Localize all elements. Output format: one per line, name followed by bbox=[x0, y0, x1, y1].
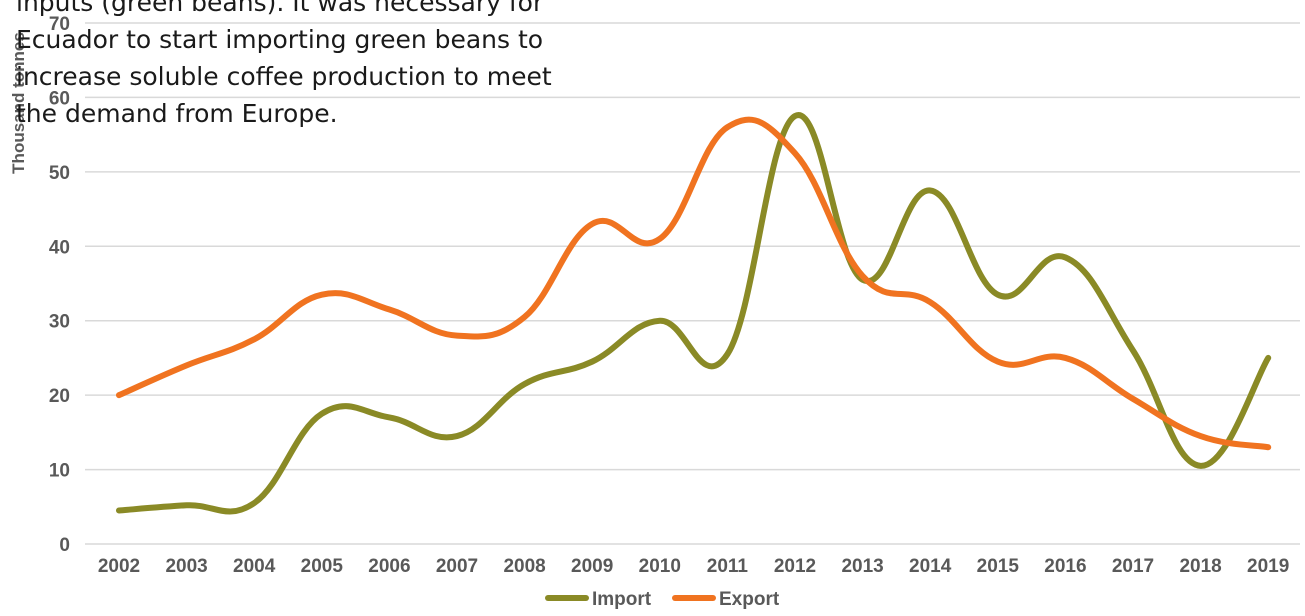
legend: Import Export bbox=[545, 589, 780, 610]
x-tick-label: 2008 bbox=[503, 556, 545, 577]
x-tick-label: 2003 bbox=[165, 556, 207, 577]
series-lines bbox=[116, 112, 1272, 515]
legend-label-export: Export bbox=[719, 589, 780, 610]
x-tick-label: 2018 bbox=[1179, 556, 1221, 577]
series-line-import bbox=[116, 112, 1272, 515]
y-tick-label: 10 bbox=[49, 461, 70, 482]
x-tick-label: 2002 bbox=[98, 556, 140, 577]
x-tick-label: 2017 bbox=[1112, 556, 1154, 577]
x-tick-label: 2004 bbox=[233, 556, 276, 577]
x-tick-label: 2012 bbox=[774, 556, 816, 577]
x-tick-label: 2011 bbox=[707, 556, 749, 577]
y-axis-label: Thousand tonnes bbox=[9, 32, 28, 174]
y-tick-label: 30 bbox=[49, 312, 70, 333]
y-tick-label: 50 bbox=[49, 163, 70, 184]
y-tick-label: 0 bbox=[59, 535, 70, 556]
x-tick-label: 2016 bbox=[1044, 556, 1086, 577]
paragraph-line: inputs (green beans). It was necessary f… bbox=[16, 0, 544, 17]
y-tick-label: 40 bbox=[49, 237, 70, 258]
x-tick-label: 2019 bbox=[1247, 556, 1289, 577]
gridlines bbox=[85, 22, 1300, 545]
y-axis-ticks: 0 10 20 30 40 50 60 70 bbox=[49, 14, 70, 556]
x-tick-label: 2010 bbox=[639, 556, 681, 577]
legend-label-import: Import bbox=[592, 589, 652, 610]
body-paragraph: inputs (green beans). It was necessary f… bbox=[16, 0, 656, 132]
x-tick-label: 2014 bbox=[909, 556, 952, 577]
paragraph-line: Ecuador to start importing green beans t… bbox=[16, 25, 544, 54]
x-tick-label: 2009 bbox=[571, 556, 613, 577]
series-line-export bbox=[116, 116, 1272, 451]
x-tick-label: 2013 bbox=[841, 556, 883, 577]
paragraph-line: increase soluble coffee production to me… bbox=[16, 62, 552, 91]
y-tick-label: 20 bbox=[49, 386, 70, 407]
x-axis-ticks: 2002 2003 2004 2005 2006 2007 2008 2009 2010 2011… bbox=[98, 556, 1289, 577]
x-tick-label: 2005 bbox=[301, 556, 344, 577]
y-tick-label: 60 bbox=[49, 88, 70, 109]
x-tick-label: 2007 bbox=[436, 556, 478, 577]
y-tick-label: 70 bbox=[49, 14, 70, 35]
x-tick-label: 2015 bbox=[977, 556, 1020, 577]
paragraph-line: the demand from Europe. bbox=[16, 99, 338, 128]
x-tick-label: 2006 bbox=[368, 556, 410, 577]
